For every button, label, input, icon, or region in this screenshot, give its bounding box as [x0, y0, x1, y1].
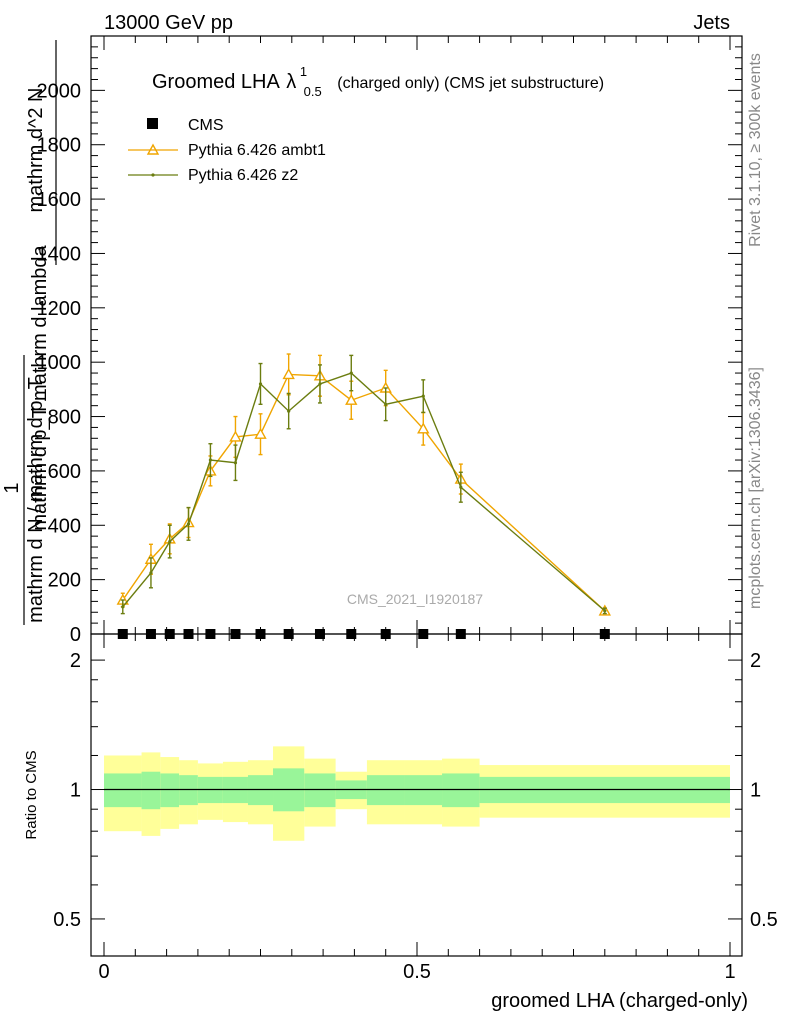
- data-point-dot: [186, 522, 191, 526]
- data-point-triangle: [254, 427, 267, 439]
- y-tick-label: 1200: [37, 298, 82, 320]
- y-label-denominator: mathrm d N / mathrm d p_T: [25, 377, 47, 623]
- y-tick-label: 2000: [37, 80, 82, 102]
- y-tick-label: 400: [48, 515, 81, 537]
- data-point-dot: [287, 409, 291, 413]
- legend-label-cms: CMS: [188, 117, 224, 134]
- y-label-numerator: 1: [1, 482, 23, 493]
- x-tick-label: 0: [98, 961, 109, 983]
- data-point-dot: [149, 571, 153, 575]
- y-tick-label: 1400: [37, 243, 82, 265]
- data-point-triangle: [282, 367, 295, 380]
- y-tick-label: 0: [70, 624, 81, 646]
- plot-title-subscript: 0.5: [304, 84, 322, 99]
- data-point-dot: [168, 539, 172, 544]
- y-tick-label: 200: [48, 570, 81, 592]
- ratio-inner-band: [442, 773, 480, 808]
- ratio-y-axis-label: Ratio to CMS: [23, 750, 40, 839]
- plot-title: Groomed LHA λ 1 0.5 (charged only) (CMS …: [152, 59, 604, 101]
- plot-title-name: Groomed LHA: [152, 71, 280, 93]
- x-axis-label: groomed LHA (charged-only): [491, 990, 748, 1012]
- series-line-2: [122, 372, 606, 612]
- data-point-dot: [603, 609, 607, 613]
- ratio-inner-band: [141, 771, 161, 810]
- data-point-dot: [384, 402, 388, 406]
- analysis-watermark: CMS_2021_I1920187: [347, 591, 483, 607]
- y-tick-label: 1000: [37, 352, 82, 374]
- data-point-dot: [233, 461, 238, 465]
- legend-marker-ambt1: [146, 143, 160, 155]
- plot-title-superscript: 1: [300, 64, 307, 79]
- legend: CMS Pythia 6.426 ambt1 Pythia 6.426 z2: [128, 117, 326, 184]
- ratio-axis-ticks: 0 0.5 1 0.5 0.5 1 1 2 2: [53, 634, 778, 983]
- ratio-tick-label-right: 1: [750, 780, 761, 802]
- ratio-tick-label-right: 0.5: [750, 909, 778, 931]
- legend-marker-cms: [147, 118, 158, 129]
- legend-label-ambt1: Pythia 6.426 ambt1: [188, 142, 326, 159]
- beam-label: 13000 GeV pp: [104, 12, 233, 34]
- data-point-dot: [421, 394, 425, 398]
- legend-label-z2: Pythia 6.426 z2: [188, 167, 298, 184]
- plot-title-symbol: λ: [286, 71, 296, 93]
- x-tick-label: 0.5: [403, 961, 431, 983]
- ratio-inner-band: [160, 773, 180, 808]
- data-point-triangle: [229, 430, 242, 442]
- ratio-tick-label: 2: [70, 650, 81, 672]
- mcplots-label: mcplots.cern.ch [arXiv:1306.3436]: [747, 367, 764, 609]
- legend-marker-z2: [151, 173, 155, 177]
- series-line-1: [122, 373, 606, 612]
- process-label: Jets: [693, 12, 730, 34]
- main-y-axis-label: mathrm d^2 N mathrm d p_T mathrm d lambd…: [1, 40, 57, 625]
- data-point-dot: [349, 371, 353, 375]
- x-tick-label: 1: [724, 961, 735, 983]
- data-point-triangle: [345, 393, 358, 405]
- data-point-triangle: [417, 422, 430, 434]
- data-point-dot: [258, 382, 263, 386]
- y-tick-label: 1600: [37, 189, 82, 211]
- ratio-tick-label: 0.5: [53, 909, 81, 931]
- ratio-data-marks: [104, 746, 730, 841]
- plot-title-suffix: (charged only) (CMS jet substructure): [337, 75, 604, 92]
- data-point-dot: [208, 458, 213, 462]
- y-tick-label: 800: [48, 407, 81, 429]
- y-label-top-numerator: mathrm d^2 N: [25, 88, 47, 213]
- ratio-plot-panel: 0 0.5 1 0.5 0.5 1 1 2 2: [53, 633, 778, 983]
- rivet-version-label: Rivet 3.1.10, ≥ 300k events: [747, 53, 764, 247]
- ratio-inner-band: [104, 773, 142, 808]
- main-axis-ticks: 0 200 400 600 800 1000 1200 1400 1600 1800 2000: [37, 36, 742, 646]
- y-tick-label: 1800: [37, 135, 82, 157]
- ratio-tick-label-right: 2: [750, 650, 761, 672]
- data-point-dot: [121, 605, 125, 609]
- y-tick-label: 600: [48, 461, 81, 483]
- main-plot-panel: 0 200 400 600 800 1000 1200 1400 1600 1800 2000 CM…: [37, 35, 743, 646]
- data-point-dot: [459, 485, 463, 489]
- ratio-tick-label: 1: [70, 780, 81, 802]
- y-label-top-denominator: mathrm d p_T mathrm d lambda: [29, 244, 51, 530]
- ratio-inner-band: [304, 773, 336, 808]
- data-point-dot: [318, 382, 322, 386]
